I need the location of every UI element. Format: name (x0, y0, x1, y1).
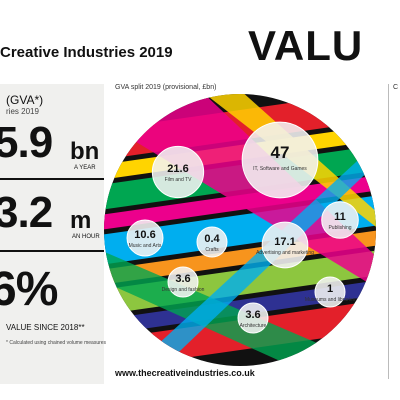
right-panel-label: C (393, 84, 399, 91)
bubble-3 (126, 219, 164, 257)
bubble-value: 21.6 (167, 163, 188, 175)
bubble-4 (196, 226, 228, 258)
gva-label: (GVA*) (6, 93, 44, 107)
bubble-1 (241, 121, 319, 199)
bubble-label: IT, Software and Games (253, 166, 307, 172)
bubble-value: 10.6 (134, 229, 155, 241)
bubbles-layer: 21.6 Film and TV 47 IT, Software and Games 1… (126, 121, 359, 334)
left-stats-panel (0, 84, 104, 384)
since-label: VALUE SINCE 2018** (6, 323, 85, 332)
bubble-value: 3.6 (175, 273, 190, 285)
bubble-label: Architecture (240, 323, 267, 329)
stat-hour-caption: AN HOUR (72, 234, 100, 240)
chart-title: GVA split 2019 (provisional, £bn) (115, 84, 217, 91)
bubble-value: 3.6 (245, 309, 260, 321)
stat-year-value: 5.9 (0, 118, 53, 167)
bubble-5 (261, 221, 309, 269)
bubble-8 (237, 302, 269, 334)
bubble-value: 47 (271, 143, 290, 162)
stat-hour-value: 3.2 (0, 188, 53, 237)
bubble-7 (314, 276, 346, 308)
bubble-value: 17.1 (274, 236, 295, 248)
bubble-label: Music and Arts (129, 243, 162, 249)
divider-rule (0, 178, 104, 180)
stat-growth-value: 6% (0, 263, 58, 316)
bubble-label: Crafts (205, 247, 219, 253)
bubble-value: 11 (334, 211, 346, 223)
gva-sub: ries 2019 (6, 107, 39, 116)
stat-year-caption: A YEAR (74, 165, 96, 171)
footnote: * Calculated using chained volume measur… (6, 340, 107, 346)
headline-value: VALU (248, 22, 364, 69)
bubble-value: 0.4 (204, 233, 220, 245)
divider-rule (0, 250, 104, 252)
stat-hour-unit: m (70, 207, 92, 234)
bubble-0 (151, 145, 205, 199)
bubble-value: 1 (327, 283, 333, 295)
page-title: Creative Industries 2019 (0, 44, 173, 61)
bubble-2 (321, 201, 359, 239)
stat-year-unit: bn (70, 138, 100, 165)
bubble-label: Publishing (328, 225, 351, 231)
footer-url[interactable]: www.thecreativeindustries.co.uk (115, 368, 255, 378)
bubble-label: Design and fashion (162, 287, 205, 293)
bubble-label: Advertising and marketing (256, 250, 314, 256)
bubble-label: Film and TV (165, 177, 193, 183)
bubble-6 (167, 266, 199, 298)
bubble-label: Museums and libraries (305, 297, 356, 303)
panel-divider (388, 84, 389, 379)
